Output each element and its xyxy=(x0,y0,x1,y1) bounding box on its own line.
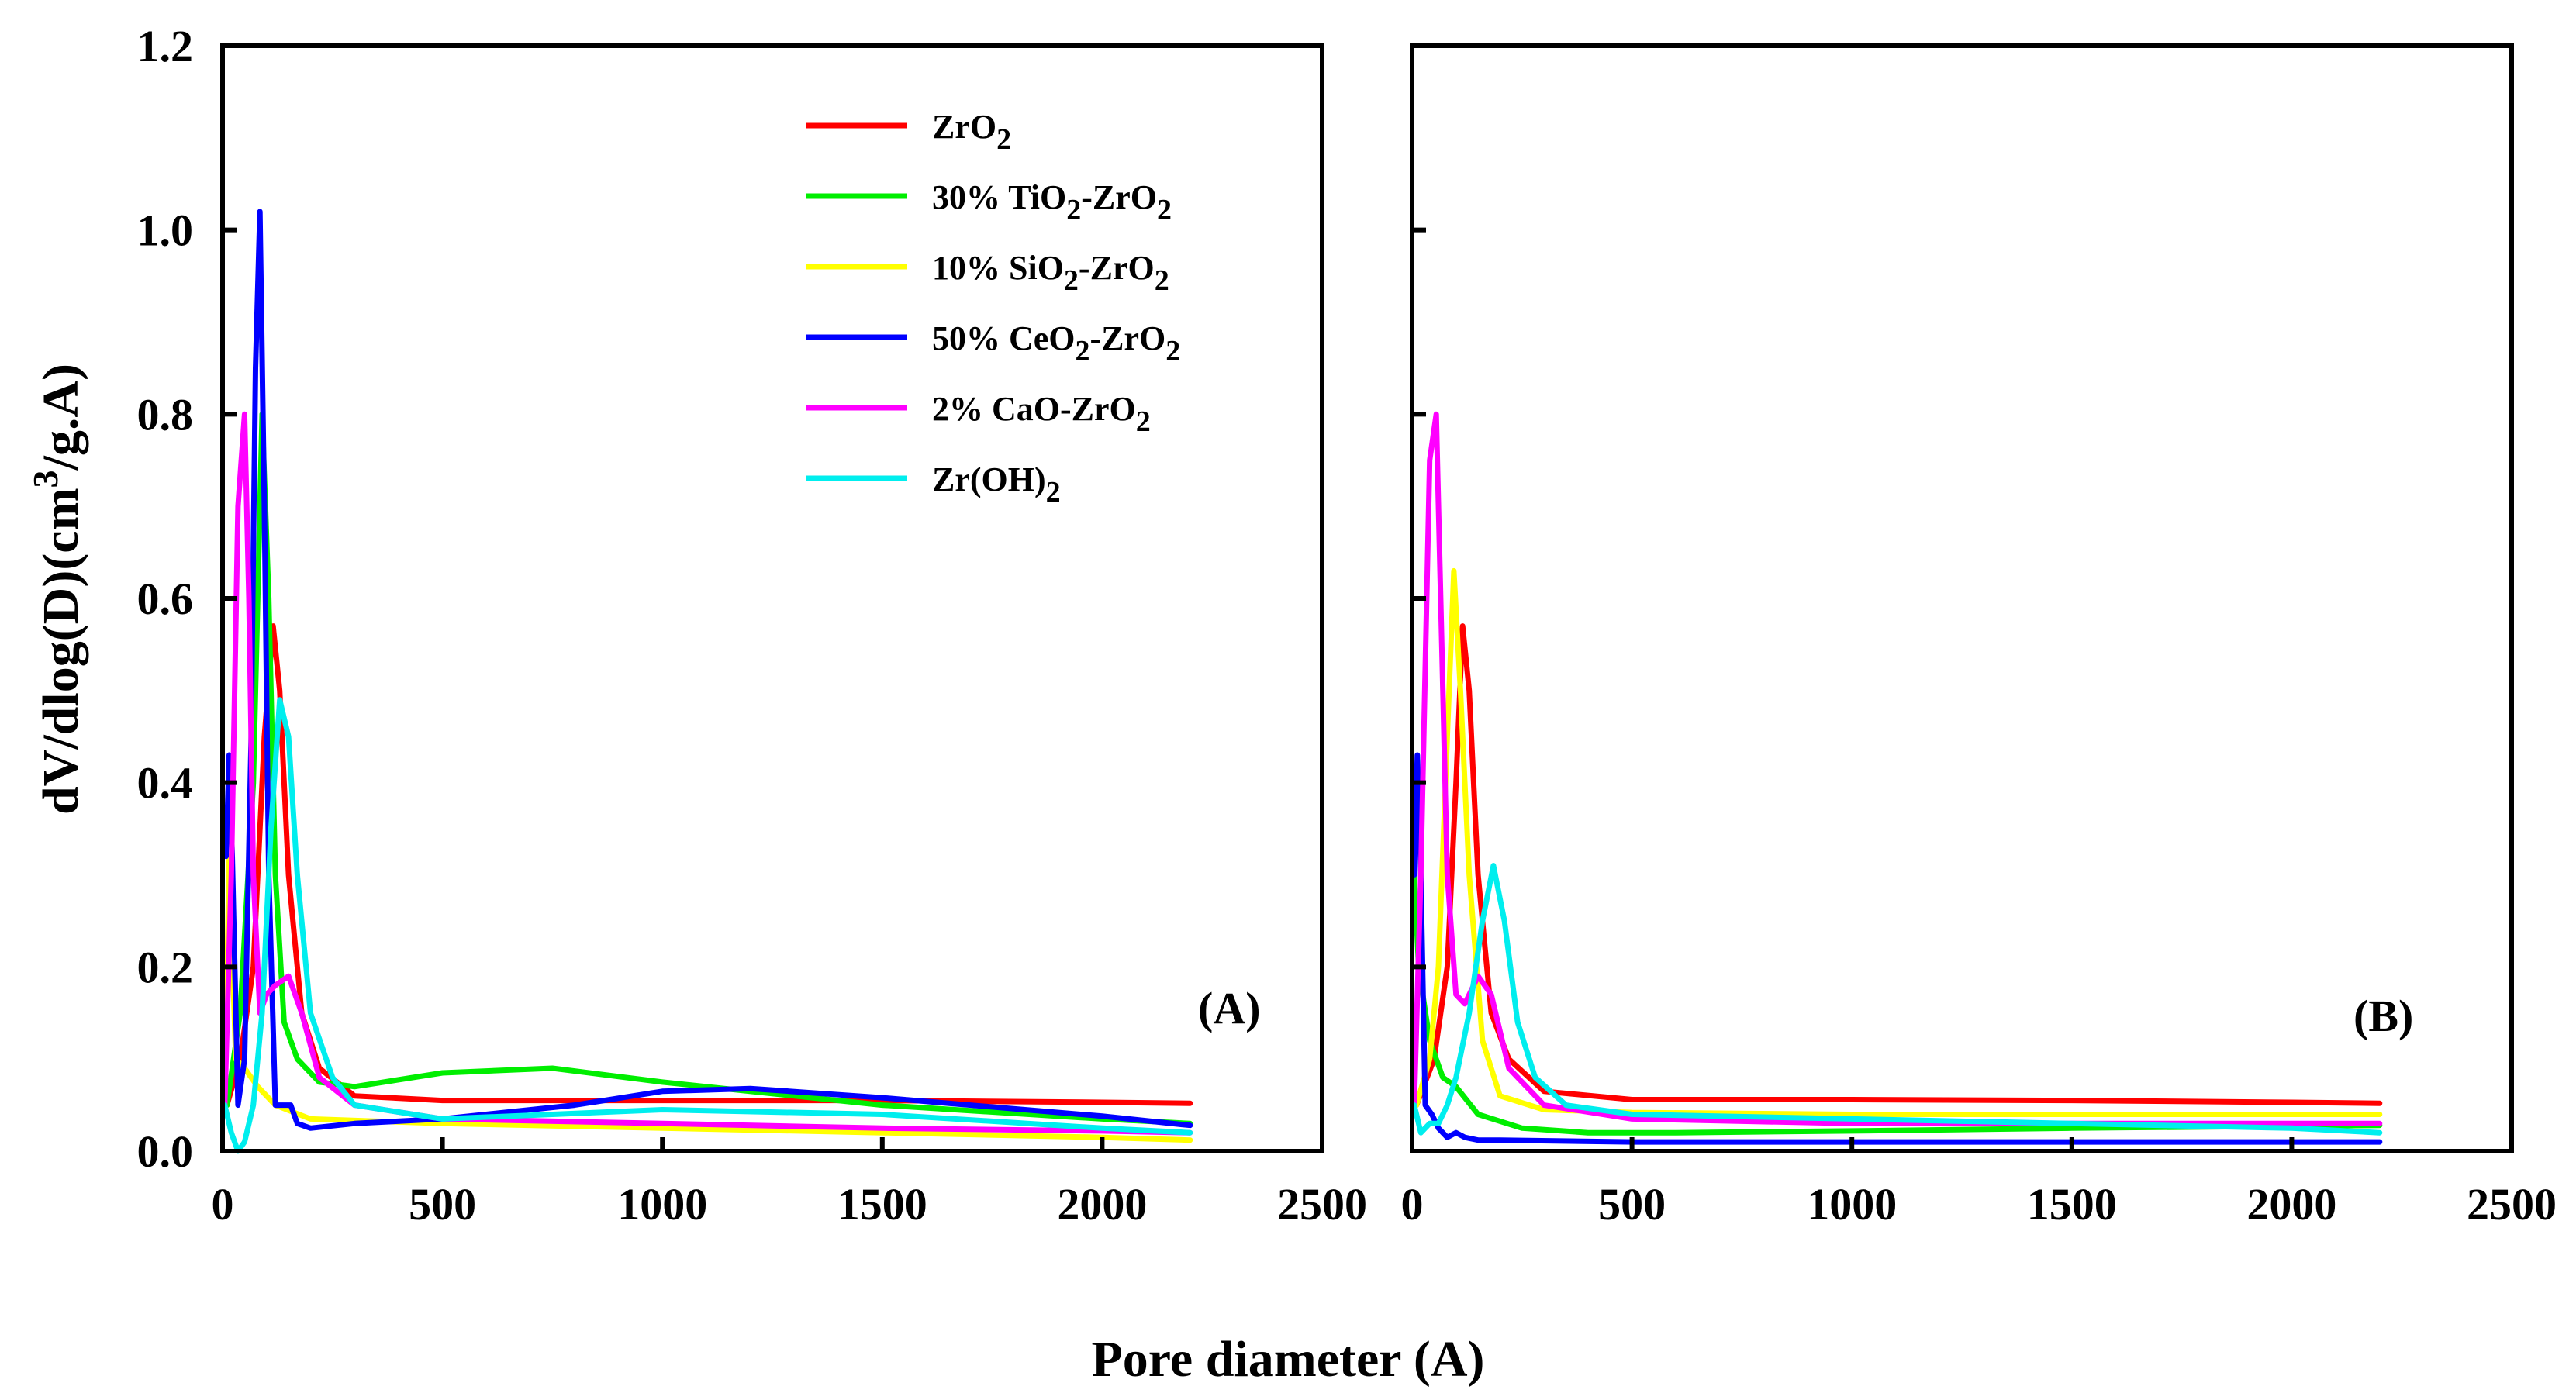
x-tick-label-b-2000: 2000 xyxy=(2246,1179,2336,1229)
panel-b-ticks: 0 500 1000 1500 2000 2500 xyxy=(1401,43,2557,1229)
legend-label-50-ceo2-zro2: 50% CeO2-ZrO2 xyxy=(932,319,1180,367)
x-tick-label-b-2500: 2500 xyxy=(2467,1179,2557,1229)
panel-b-plot-area xyxy=(1411,411,2383,1145)
y-tick-label-0.6: 0.6 xyxy=(137,574,194,624)
series-line-10-sio2-zro2-b xyxy=(1414,567,2383,1117)
y-tick-label-0.8: 0.8 xyxy=(137,389,194,440)
series-line-30-tio2-zro2-b xyxy=(1411,872,2383,1136)
x-tick-label-b-1500: 1500 xyxy=(2027,1179,2117,1229)
x-tick-label-a-500: 500 xyxy=(409,1179,476,1229)
legend-label-zr-oh-2: Zr(OH)2 xyxy=(932,460,1061,509)
panel-a: 0 500 1000 1500 2000 2500 0.0 0.2 0.4 0.6 0.8 1.0 1.… xyxy=(137,21,1368,1229)
series-line-2-cao-zro2-b xyxy=(1411,411,2383,1126)
series-line-zro2-b xyxy=(1414,623,2383,1109)
y-tick-label-0.0: 0.0 xyxy=(137,1126,194,1177)
series-line-zr-oh-2-a xyxy=(222,697,1193,1154)
panel-a-plot-area xyxy=(222,209,1193,1154)
y-tick-label-1.2: 1.2 xyxy=(137,21,194,71)
panel-b-frame xyxy=(1410,43,2514,1153)
x-tick-label-a-0: 0 xyxy=(212,1179,234,1229)
x-tick-label-b-500: 500 xyxy=(1598,1179,1666,1229)
series-line-2-cao-zro2-a xyxy=(222,411,1193,1136)
x-tick-label-b-1000: 1000 xyxy=(1807,1179,1897,1229)
x-tick-label-a-2000: 2000 xyxy=(1057,1179,1147,1229)
y-axis-title: dV/dlog(D)(cm3/g.A) xyxy=(26,364,89,815)
x-tick-label-a-1500: 1500 xyxy=(837,1179,927,1229)
series-line-30-tio2-zro2-a xyxy=(224,411,1193,1126)
series-line-zro2-a xyxy=(224,623,1193,1109)
legend: ZrO2 30% TiO2-ZrO2 10% SiO2-ZrO2 50% CeO2-Z… xyxy=(806,108,1180,509)
series-line-50-ceo2-zro2-b xyxy=(1411,752,2383,1145)
panel-b: 0 500 1000 1500 2000 2500 (B) xyxy=(1401,43,2557,1229)
x-tick-label-a-2500: 2500 xyxy=(1277,1179,1367,1229)
x-tick-label-a-1000: 1000 xyxy=(617,1179,707,1229)
series-line-zr-oh-2-b xyxy=(1411,863,2383,1136)
x-tick-label-b-0: 0 xyxy=(1401,1179,1424,1229)
legend-label-zro2: ZrO2 xyxy=(932,108,1011,156)
y-tick-label-0.2: 0.2 xyxy=(137,942,194,992)
panel-a-ticks: 0 500 1000 1500 2000 2500 0.0 0.2 0.4 0.6 0.8 1.0 1.… xyxy=(137,21,1368,1229)
panel-label-a: (A) xyxy=(1198,983,1261,1033)
legend-label-30-tio2-zro2: 30% TiO2-ZrO2 xyxy=(932,178,1172,226)
y-tick-label-0.4: 0.4 xyxy=(137,758,194,809)
x-axis-title: Pore diameter (A) xyxy=(1091,1331,1484,1388)
legend-label-10-sio2-zro2: 10% SiO2-ZrO2 xyxy=(932,249,1169,297)
legend-label-2-cao-zro2: 2% CaO-ZrO2 xyxy=(932,390,1151,438)
panel-label-b: (B) xyxy=(2353,991,2413,1041)
y-tick-label-1.0: 1.0 xyxy=(137,205,194,256)
series-line-50-ceo2-zro2-a xyxy=(223,209,1193,1131)
